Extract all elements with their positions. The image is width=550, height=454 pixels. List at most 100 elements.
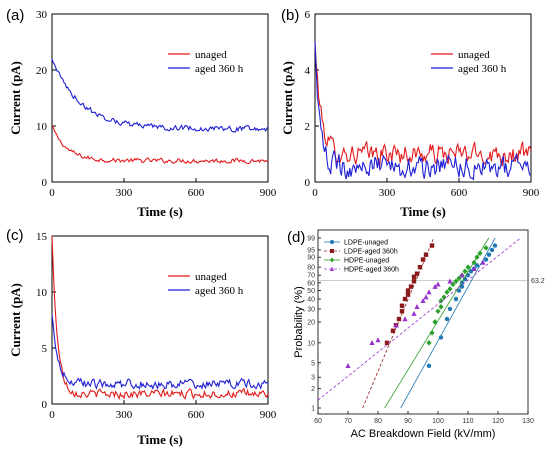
legend-entry: HDPE-aged 360h bbox=[344, 267, 399, 274]
data-point bbox=[438, 304, 444, 310]
panel-d-series bbox=[317, 237, 521, 409]
legend-marker bbox=[330, 266, 334, 271]
panel-c-series bbox=[51, 235, 269, 400]
series-line-unaged bbox=[314, 41, 532, 167]
data-point bbox=[438, 335, 444, 340]
data-point bbox=[429, 243, 435, 248]
y-tick-label: 6 bbox=[305, 9, 311, 21]
y-tick-label: 20 bbox=[307, 319, 315, 326]
data-point bbox=[390, 328, 396, 333]
panel-a-frame bbox=[51, 13, 269, 183]
y-tick-label: 0 bbox=[305, 177, 311, 189]
data-point bbox=[393, 322, 399, 328]
data-point bbox=[402, 296, 408, 302]
data-point bbox=[426, 289, 432, 295]
y-tick-label: 40 bbox=[307, 297, 315, 304]
y-tick-label: 80 bbox=[307, 265, 315, 272]
data-point bbox=[459, 272, 465, 278]
panel-d-label: (d) bbox=[287, 229, 305, 246]
data-point bbox=[486, 252, 492, 257]
data-point bbox=[375, 337, 381, 343]
panel-b-series bbox=[314, 41, 532, 181]
x-tick-label: 600 bbox=[188, 187, 205, 199]
data-point bbox=[411, 279, 417, 284]
panel-d: (d) 60 70 80 90 100 110 120 1301235102030405060… bbox=[287, 229, 545, 440]
data-point bbox=[465, 264, 471, 270]
x-tick-label: 0 bbox=[49, 187, 55, 199]
series-line-aged-360-h bbox=[51, 314, 269, 391]
panel-a-ticks: 0 300 600 900 0 10 20 30 bbox=[36, 9, 277, 199]
y-tick-label: 5 bbox=[42, 343, 48, 355]
y-tick-label: 10 bbox=[36, 287, 48, 299]
data-point bbox=[477, 250, 483, 257]
x-tick-label: 130 bbox=[522, 418, 534, 425]
data-point bbox=[471, 259, 477, 266]
panel-a-xlabel: Time (s) bbox=[137, 204, 183, 219]
data-point bbox=[489, 247, 495, 253]
x-tick-label: 600 bbox=[451, 187, 468, 199]
panel-c-label: (c) bbox=[6, 227, 24, 244]
data-point bbox=[402, 316, 408, 322]
x-tick-label: 120 bbox=[492, 418, 504, 425]
data-point bbox=[414, 304, 420, 310]
y-tick-label: 30 bbox=[36, 9, 48, 21]
legend-entry: HDPE-unaged bbox=[344, 258, 389, 265]
data-point bbox=[399, 309, 405, 314]
data-point bbox=[444, 289, 450, 295]
panel-b: (b) 0 300 600 900 0 2 4 6 unaged aged 360 h Time… bbox=[280, 7, 540, 219]
data-point bbox=[420, 257, 426, 262]
x-tick-label: 80 bbox=[374, 418, 382, 425]
y-tick-label: 3 bbox=[311, 375, 315, 382]
y-tick-label: 5 bbox=[311, 360, 315, 367]
data-point bbox=[459, 284, 465, 289]
data-point bbox=[444, 316, 450, 322]
x-tick-label: 0 bbox=[49, 409, 55, 421]
data-point bbox=[480, 259, 486, 265]
x-tick-label: 60 bbox=[314, 418, 322, 425]
series-line-unaged bbox=[51, 125, 269, 165]
x-tick-label: 300 bbox=[379, 187, 396, 199]
data-point bbox=[435, 281, 441, 287]
x-tick-label: 70 bbox=[344, 418, 352, 425]
legend-entry: unaged bbox=[458, 49, 490, 61]
data-point bbox=[483, 245, 489, 251]
panel-a-series bbox=[51, 58, 269, 165]
legend-entry: aged 360 h bbox=[195, 63, 244, 75]
data-point bbox=[423, 252, 429, 257]
y-tick-label: 99 bbox=[307, 236, 315, 243]
data-point bbox=[492, 243, 498, 248]
panel-b-label: (b) bbox=[281, 7, 299, 24]
data-point bbox=[417, 264, 423, 270]
x-tick-label: 600 bbox=[188, 409, 205, 421]
data-point bbox=[453, 278, 459, 285]
panel-c-legend: unaged aged 360 h bbox=[168, 271, 244, 297]
x-tick-label: 900 bbox=[523, 187, 540, 199]
y-tick-label: 90 bbox=[307, 255, 315, 262]
x-tick-label: 900 bbox=[260, 409, 277, 421]
series-line-aged-360-h bbox=[314, 41, 532, 181]
y-tick-label: 60 bbox=[307, 280, 315, 287]
data-point bbox=[420, 298, 426, 304]
panel-a-label: (a) bbox=[6, 7, 24, 24]
data-point bbox=[399, 303, 405, 308]
data-point bbox=[345, 362, 351, 368]
y-tick-label: 70 bbox=[307, 273, 315, 280]
fit-line bbox=[362, 237, 435, 409]
panel-a-ylabel: Current (pA) bbox=[8, 61, 23, 135]
panel-d-xlabel: AC Breakdown Field (kV/mm) bbox=[351, 428, 496, 440]
y-tick-label: 50 bbox=[307, 288, 315, 295]
y-tick-label: 1 bbox=[311, 406, 315, 413]
legend-entry: aged 360 h bbox=[458, 63, 507, 75]
legend-entry: unaged bbox=[195, 49, 227, 61]
y-tick-label: 0 bbox=[42, 399, 48, 411]
legend-entry: LDPE-aged 360h bbox=[344, 249, 398, 256]
y-tick-label: 0 bbox=[42, 177, 48, 189]
panel-c-ticks: 0 300 600 900 0 5 10 15 bbox=[36, 231, 277, 421]
panel-b-ticks: 0 300 600 900 0 2 4 6 bbox=[305, 9, 540, 199]
data-point bbox=[462, 268, 468, 275]
x-tick-label: 90 bbox=[404, 418, 412, 425]
fit-line bbox=[317, 237, 521, 401]
data-point bbox=[429, 330, 435, 336]
legend-marker bbox=[330, 257, 334, 263]
